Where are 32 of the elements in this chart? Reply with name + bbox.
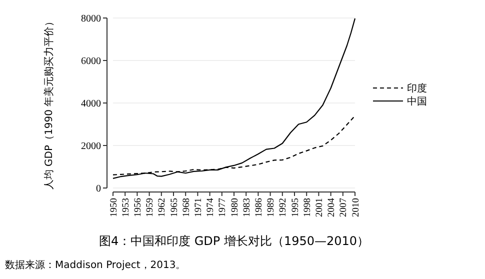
x-tick-label: 1968 xyxy=(182,198,192,217)
x-tick-label: 1986 xyxy=(254,198,265,217)
x-tick-label: 1953 xyxy=(121,198,132,217)
x-tick-label: 2001 xyxy=(315,198,326,217)
x-tick-label: 2004 xyxy=(327,198,338,217)
x-tick-label: 1962 xyxy=(158,198,168,217)
x-tick-label: 1992 xyxy=(278,198,289,217)
y-axis-title: 人均 GDP（1990 年美元购买力平价） xyxy=(43,16,55,190)
x-tick-label: 1983 xyxy=(242,198,252,217)
y-tick-label: 2000 xyxy=(81,141,101,152)
x-tick-label: 1998 xyxy=(302,198,313,217)
line-series xyxy=(112,18,356,179)
x-tick-label: 2010 xyxy=(351,198,362,217)
y-tick-label: 0 xyxy=(96,184,101,194)
x-tick-label: 1980 xyxy=(230,198,240,217)
x-tick-label: 1965 xyxy=(170,198,180,217)
text: 图4：中国和印度 GDP 增长对比（1950—2010） xyxy=(98,234,370,248)
source-note: 数据来源：Maddison Project，2013。 xyxy=(5,259,186,271)
legend-label: 中国 xyxy=(407,96,427,108)
x-tick-label: 1959 xyxy=(146,198,156,217)
x-tick-label: 1977 xyxy=(218,198,228,217)
y-tick-label: 8000 xyxy=(81,14,101,24)
legend-label: 印度 xyxy=(407,82,427,94)
x-tick-label: 1989 xyxy=(266,198,277,217)
x-tick-label: 1995 xyxy=(290,198,301,217)
y-tick-label: 4000 xyxy=(81,98,101,110)
x-tick-label: 1956 xyxy=(134,198,144,217)
x-tick-label: 1971 xyxy=(194,198,204,217)
x-tick-label: 2007 xyxy=(339,198,350,217)
y-tick-label: 6000 xyxy=(81,56,101,67)
x-tick-label: 1950 xyxy=(109,198,120,217)
x-tick-label: 1974 xyxy=(206,198,216,217)
